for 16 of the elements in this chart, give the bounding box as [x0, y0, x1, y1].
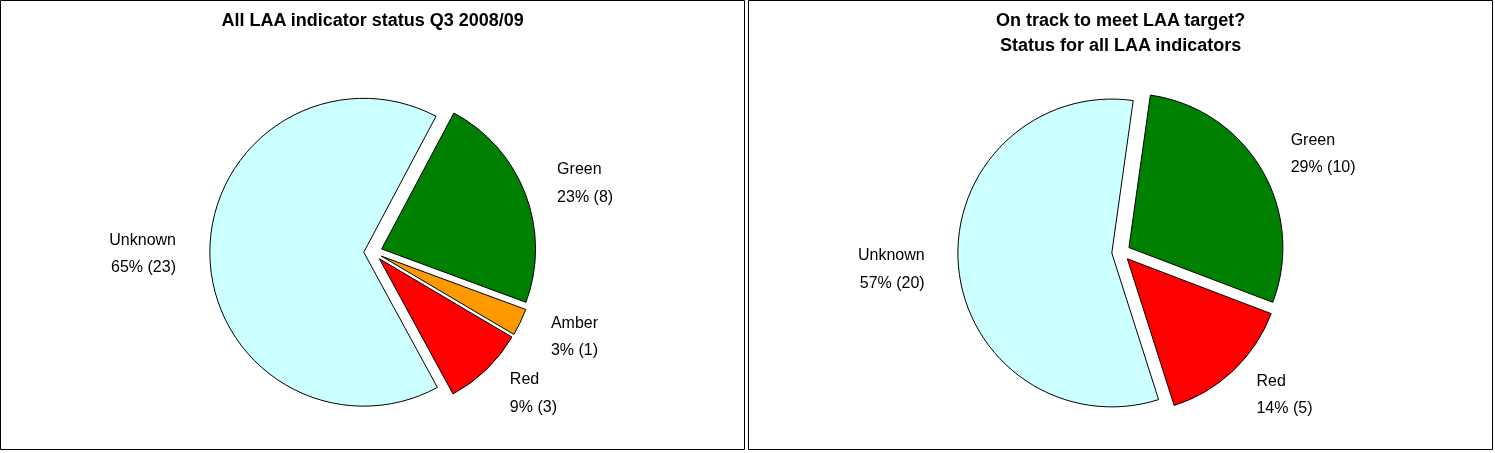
chart-title: All LAA indicator status Q3 2008/09 — [221, 10, 524, 31]
data-label: 23% (8) — [557, 187, 614, 205]
slice-label: Green — [557, 160, 602, 178]
slice-label: Amber — [550, 313, 599, 331]
data-label: 65% (23) — [111, 258, 176, 276]
slice-label: Red — [509, 370, 540, 388]
slice-label: Unknown — [109, 230, 176, 248]
chart-title: On track to meet LAA target? Status for all LAA indicators — [995, 10, 1246, 55]
data-label: 14% (5) — [1256, 399, 1313, 417]
slice-label: Red — [1256, 371, 1286, 389]
slice-label: Unknown — [857, 246, 925, 264]
data-label: 3% (1) — [550, 341, 599, 359]
data-label: 57% (20) — [859, 273, 925, 291]
data-label: 29% (10) — [1290, 158, 1356, 176]
slice-label: Green — [1290, 130, 1336, 148]
data-label: 9% (3) — [509, 397, 557, 415]
